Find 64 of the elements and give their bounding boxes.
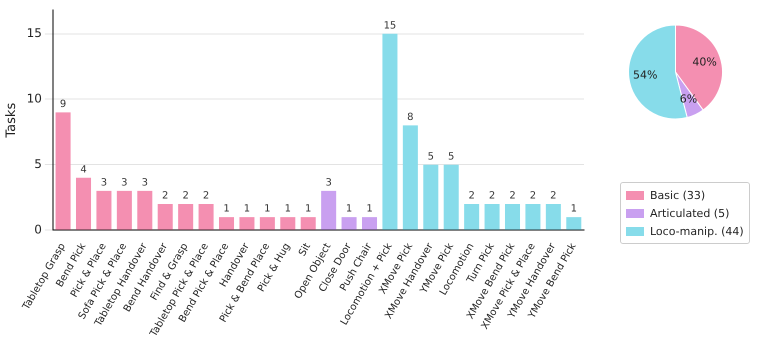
bar (198, 204, 214, 230)
bar (546, 204, 561, 230)
data-label: 1 (264, 204, 271, 215)
bar (402, 125, 418, 230)
bar (382, 34, 398, 230)
data-label: 40% (692, 55, 717, 68)
data-label: 3 (142, 177, 148, 188)
data-label: 54% (632, 68, 658, 82)
bar (239, 217, 254, 230)
data-label: 9 (60, 98, 66, 110)
bar (464, 204, 480, 230)
bar (342, 217, 357, 230)
data-label: 2 (509, 190, 516, 202)
legend-label: Basic (33) (650, 188, 706, 202)
data-label: 1 (244, 204, 250, 215)
data-label: 2 (182, 190, 189, 202)
data-label: 8 (407, 112, 414, 124)
y-tick-label: 10 (26, 91, 42, 106)
bar (444, 164, 459, 230)
data-label: 3 (100, 177, 108, 188)
data-label: 1 (305, 204, 312, 215)
bar (300, 217, 316, 230)
data-label: 3 (121, 177, 128, 188)
data-label: 1 (284, 204, 291, 215)
bar (56, 112, 71, 230)
data-label: 1 (223, 204, 230, 215)
legend-label: Articulated (5) (650, 206, 730, 220)
data-label: 2 (468, 190, 475, 202)
bar (504, 204, 520, 230)
bar (260, 217, 275, 230)
bar (362, 217, 378, 230)
bar (76, 178, 92, 230)
data-label: 1 (346, 204, 352, 215)
bar (96, 190, 112, 230)
data-label: 4 (80, 164, 87, 176)
bar (525, 204, 540, 230)
y-tick-label: 0 (34, 222, 42, 236)
y-tick-label: 15 (26, 26, 42, 40)
bar (280, 217, 296, 230)
y-axis-title: Tasks (4, 102, 20, 139)
bar (321, 190, 336, 230)
bar (423, 164, 438, 230)
data-label: 2 (550, 190, 557, 202)
bar (116, 190, 132, 230)
y-tick-label: 5 (34, 156, 42, 171)
bar (158, 204, 173, 230)
data-label: 2 (162, 190, 168, 202)
data-label: 15 (384, 20, 396, 32)
data-label: 5 (448, 151, 454, 162)
bar (178, 204, 194, 230)
data-label: 1 (366, 204, 373, 215)
data-label: 6% (680, 92, 698, 106)
bar (137, 190, 152, 230)
data-label: 5 (428, 151, 434, 162)
data-label: 2 (202, 190, 210, 202)
data-label: 2 (488, 190, 496, 202)
legend-label: Loco-manip. (44) (650, 224, 744, 238)
data-label: 3 (325, 177, 332, 188)
data-label: 2 (530, 190, 536, 202)
bar (566, 217, 582, 230)
bar (218, 217, 234, 230)
x-tick-label: Sit (297, 241, 314, 258)
bar (484, 204, 500, 230)
data-label: 1 (570, 204, 577, 215)
